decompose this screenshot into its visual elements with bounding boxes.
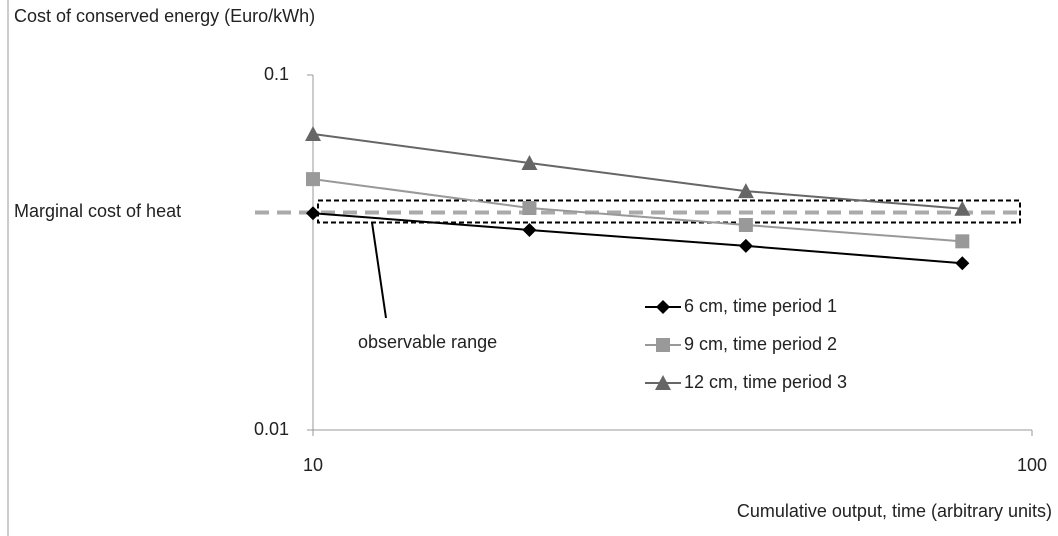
y-tick-label: 0.1 bbox=[264, 64, 289, 84]
range-pointer bbox=[371, 222, 387, 319]
point bbox=[521, 155, 538, 171]
point bbox=[954, 200, 971, 216]
point bbox=[305, 126, 321, 142]
legend-marker bbox=[656, 300, 670, 314]
y-axis-label: Cost of conserved energy (Euro/kWh) bbox=[14, 6, 315, 26]
legend-label: 12 cm, time period 3 bbox=[684, 372, 847, 392]
series-line bbox=[312, 212, 963, 265]
legend-label: 9 cm, time period 2 bbox=[684, 334, 837, 354]
point bbox=[306, 172, 320, 187]
point bbox=[738, 217, 753, 232]
series-line bbox=[312, 133, 963, 210]
point bbox=[955, 256, 970, 271]
legend-marker bbox=[656, 338, 670, 352]
point bbox=[955, 234, 970, 249]
point bbox=[522, 222, 537, 237]
point bbox=[522, 201, 537, 216]
point bbox=[306, 206, 320, 221]
point bbox=[737, 183, 754, 199]
legend-label: 6 cm, time period 1 bbox=[684, 296, 837, 316]
legend-marker bbox=[655, 375, 671, 390]
x-tick-label: 100 bbox=[1017, 455, 1047, 475]
range-label: observable range bbox=[358, 332, 497, 352]
reference-label: Marginal cost of heat bbox=[14, 201, 181, 221]
y-tick-label: 0.01 bbox=[254, 419, 289, 439]
series-line bbox=[312, 178, 963, 243]
x-axis-label: Cumulative output, time (arbitrary units… bbox=[737, 501, 1052, 521]
x-tick-label: 10 bbox=[303, 455, 323, 475]
point bbox=[738, 238, 753, 253]
